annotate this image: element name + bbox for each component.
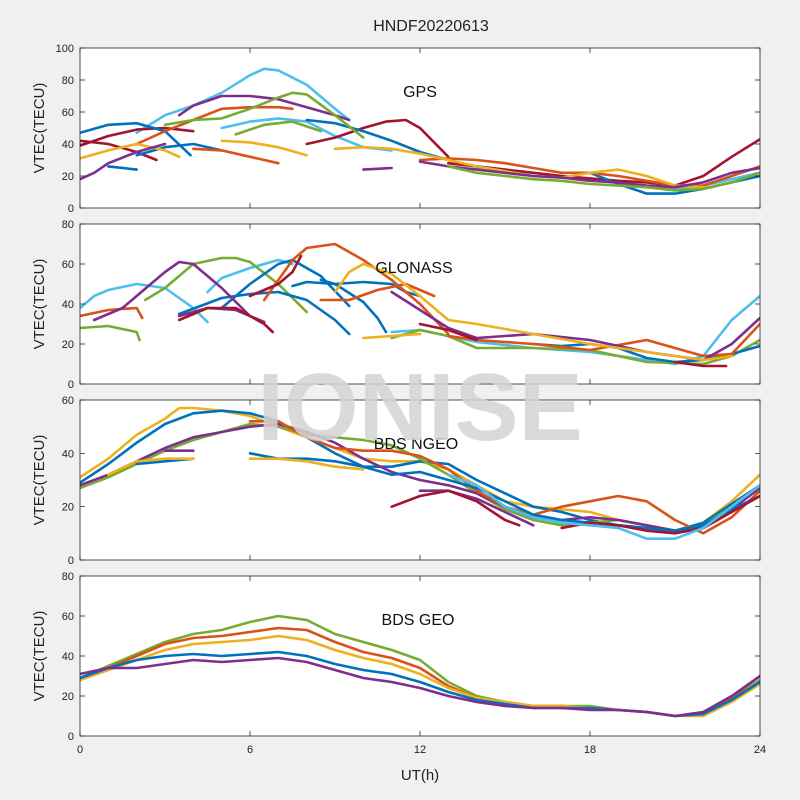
x-axis-label: UT(h) [401,767,439,784]
series-line-24 [234,120,323,136]
series-group [80,67,760,195]
series-line-16 [92,260,252,322]
y-tick-label: 20 [62,691,74,703]
y-axis-label: VTEC(TECU) [31,611,48,702]
y-tick-label: 80 [62,571,74,583]
y-tick-label: 20 [62,171,74,183]
series-line-8 [80,121,192,157]
y-tick-label: 20 [62,502,74,514]
series-line-16 [80,142,181,160]
y-tick-label: 0 [68,379,74,391]
series-line-13 [560,494,760,535]
x-tick-label: 12 [414,744,426,756]
series-line-6 [305,118,450,159]
panel-label: BDS GEO [382,612,455,629]
panel-2: 0 20 40 60 80 GLONASS VTEC(TECU) [31,219,761,391]
series-line-9 [107,165,138,171]
series-line-20 [248,254,303,298]
plot-area [80,576,760,736]
x-tick-label: 18 [584,744,596,756]
series-line-17 [220,139,309,157]
series-line-23 [361,332,422,340]
series-line-19 [177,94,351,122]
series-line-4 [80,126,195,147]
series-line-5 [80,656,760,718]
series-line-14 [446,473,760,541]
series-line-6 [390,328,760,366]
series-line-15 [446,322,760,358]
y-tick-label: 60 [62,107,74,119]
series-group [80,242,760,368]
series-line-10 [319,278,388,334]
x-tick-label: 24 [754,744,766,756]
y-tick-label: 40 [62,299,74,311]
series-line-10 [135,142,223,157]
series-line-25 [446,165,760,192]
y-tick-label: 0 [68,555,74,567]
panels: 020406080100GPSVTEC(TECU)020406080GLONAS… [31,43,766,756]
series-line-21 [418,322,479,342]
series-line-24 [333,262,734,362]
series-line-14 [319,282,436,302]
y-tick-label: 100 [56,43,74,55]
y-tick-label: 60 [62,611,74,623]
y-tick-label: 0 [68,203,74,215]
x-tick-label: 0 [77,744,83,756]
series-line-11 [305,118,450,162]
y-tick-label: 80 [62,219,74,231]
y-tick-label: 60 [62,259,74,271]
series-line-11 [418,489,535,527]
y-axis-label: VTEC(TECU) [31,259,48,350]
y-tick-label: 40 [62,651,74,663]
y-tick-label: 40 [62,139,74,151]
series-line-9 [248,457,365,471]
series-line-13 [262,242,450,336]
series-line-20 [80,142,167,181]
series-line-19 [177,306,275,334]
panel-label: BDS NGEO [374,436,458,453]
figure-title: HNDF20220613 [373,18,489,35]
series-line-1 [135,67,351,135]
series-line-4 [80,422,760,533]
panel-4: 0 20 40 60 80 0 6 12 18 24 BDS GEO VTEC(TECU) [31,571,766,756]
y-tick-label: 0 [68,731,74,743]
y-tick-label: 60 [62,395,74,407]
series-line-5 [143,256,309,314]
series-line-14 [192,147,280,165]
y-tick-label: 40 [62,448,74,460]
series-line-22 [418,160,760,189]
series-group [80,406,760,541]
y-tick-label: 20 [62,339,74,351]
series-line-8 [177,290,351,336]
series-line-4 [80,324,141,342]
x-tick-label: 6 [247,744,253,756]
panel-label: GPS [403,84,437,101]
series-line-21 [361,166,394,171]
series-line-23 [163,91,365,139]
series-line-8 [107,457,195,477]
series-group [80,614,760,718]
y-axis-label: VTEC(TECU) [31,435,48,526]
series-line-22 [673,360,728,368]
series-line-11 [531,342,760,364]
watermark: IONISE [257,354,582,461]
y-tick-label: 80 [62,75,74,87]
panel-1: 0 20 40 60 80 100 GPS VTEC(TECU) [31,43,761,215]
series-line-13 [135,105,294,146]
series-line-12 [390,489,521,527]
panel-3: 0 20 40 60 BDS NGEO VTEC(TECU) [31,395,761,567]
series-line-7 [248,451,760,533]
series-line-7 [446,137,760,187]
panel-label: GLONASS [375,260,452,277]
y-axis-label: VTEC(TECU) [31,83,48,174]
